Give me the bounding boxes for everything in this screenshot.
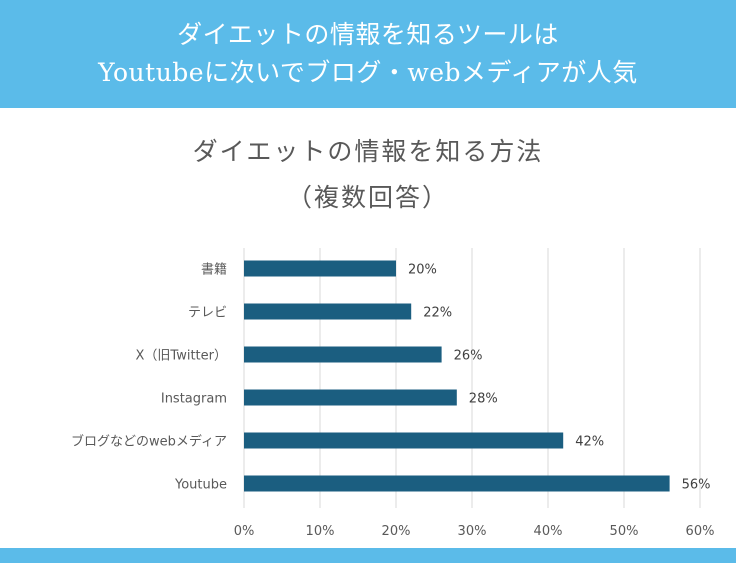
data-label: 42% bbox=[575, 435, 604, 450]
category-label: X（旧Twitter） bbox=[136, 349, 227, 364]
category-label: ブログなどのwebメディア bbox=[71, 434, 227, 450]
x-tick-label: 20% bbox=[382, 524, 411, 539]
x-tick-label: 60% bbox=[686, 524, 715, 539]
bar bbox=[244, 389, 457, 406]
category-label: Instagram bbox=[161, 392, 227, 407]
data-label: 20% bbox=[408, 263, 437, 278]
category-label: テレビ bbox=[188, 306, 227, 321]
x-tick-label: 0% bbox=[234, 524, 255, 539]
category-label: 書籍 bbox=[201, 262, 227, 278]
x-tick-label: 10% bbox=[306, 524, 335, 539]
category-label: Youtube bbox=[174, 478, 227, 493]
data-label: 22% bbox=[423, 306, 452, 321]
data-label: 56% bbox=[682, 478, 711, 493]
footer-bar bbox=[0, 548, 736, 563]
bar bbox=[244, 260, 396, 277]
data-label: 26% bbox=[454, 349, 483, 364]
bar bbox=[244, 475, 670, 492]
bar bbox=[244, 432, 564, 449]
x-tick-label: 30% bbox=[458, 524, 487, 539]
x-tick-label: 50% bbox=[610, 524, 639, 539]
header-banner: ダイエットの情報を知るツールは Youtubeに次いでブログ・webメディアが人… bbox=[0, 0, 736, 108]
chart-title: ダイエットの情報を知る方法 bbox=[192, 137, 544, 166]
banner-line-2: Youtubeに次いでブログ・webメディアが人気 bbox=[98, 58, 638, 87]
chart-subtitle: （複数回答） bbox=[286, 183, 449, 212]
bar bbox=[244, 346, 442, 363]
banner-line-1: ダイエットの情報を知るツールは bbox=[177, 20, 559, 49]
data-label: 28% bbox=[469, 392, 498, 407]
x-tick-label: 40% bbox=[534, 524, 563, 539]
bar bbox=[244, 303, 412, 320]
